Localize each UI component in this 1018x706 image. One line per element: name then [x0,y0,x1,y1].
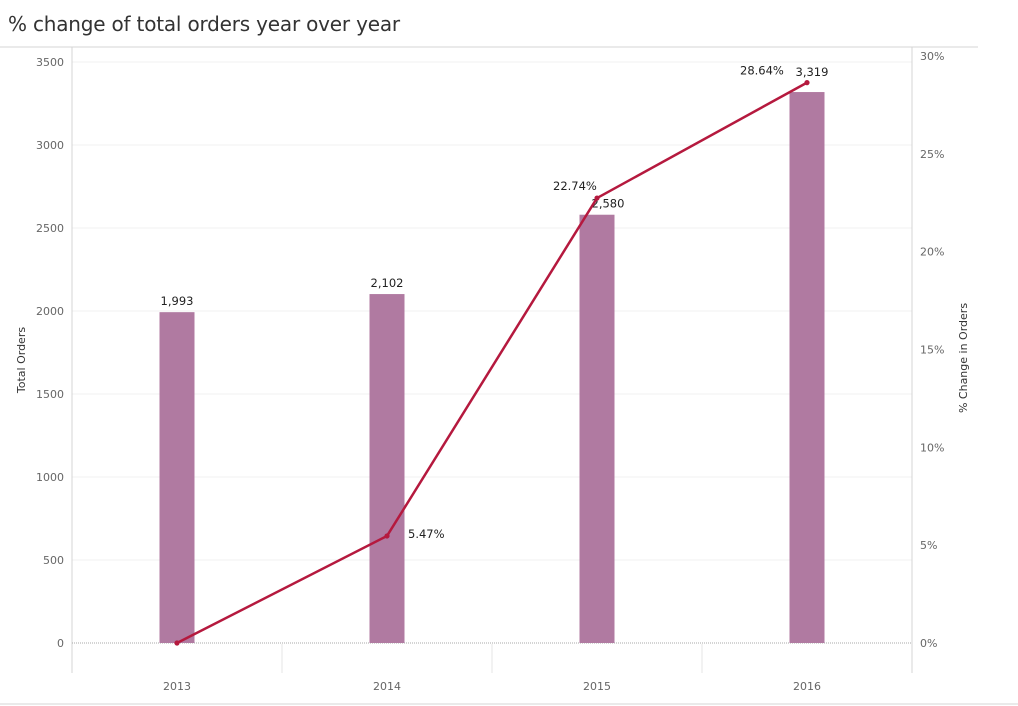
x-tick-label-2016: 2016 [793,680,821,693]
left-axis-ticks: 0 500 1000 1500 2000 2500 3000 3500 [36,56,64,650]
right-tick-label-1: 5% [920,539,937,552]
x-tick-label-2014: 2014 [373,680,401,693]
gridlines [72,61,912,673]
left-tick-label-7: 3500 [36,56,64,69]
left-tick-label-1: 500 [43,554,64,567]
line-point-2016 [804,80,810,86]
line-point-2015 [594,195,600,201]
plot-frame [0,46,1018,705]
right-tick-label-5: 25% [920,148,944,161]
line-point-2013 [174,640,180,646]
chart-title: % change of total orders year over year [8,12,400,36]
left-tick-label-2: 1000 [36,471,64,484]
right-axis-ticks: 0% 5% 10% 15% 20% 25% 30% [920,50,944,650]
right-tick-label-2: 10% [920,441,944,454]
line-point-2014 [384,533,390,539]
left-axis-title: Total Orders [15,327,28,394]
bar-2013 [159,312,195,643]
bar-label-2015: 2,580 [592,197,625,211]
bar-2015 [579,214,615,643]
right-tick-label-0: 0% [920,637,937,650]
right-axis-title: % Change in Orders [957,303,970,413]
x-tick-label-2015: 2015 [583,680,611,693]
bar-2016 [789,92,825,643]
right-tick-label-4: 20% [920,246,944,259]
left-tick-label-5: 2500 [36,222,64,235]
bar-series [159,92,825,643]
line-label-2015: 22.74% [553,179,597,193]
line-series [174,80,810,646]
left-tick-label-4: 2000 [36,305,64,318]
bar-label-2016: 3,319 [796,65,829,79]
bar-labels: 1,993 2,102 2,580 3,319 [161,65,829,308]
left-tick-label-3: 1500 [36,388,64,401]
line-label-2014: 5.47% [408,527,445,541]
x-axis-ticks: 2013 2014 2015 2016 [163,680,821,693]
line-labels: 5.47% 22.74% 28.64% [408,64,784,541]
left-tick-label-0: 0 [57,637,64,650]
bar-2014 [369,294,405,643]
right-tick-label-6: 30% [920,50,944,63]
right-tick-label-3: 15% [920,344,944,357]
line-path [176,81,808,645]
left-tick-label-6: 3000 [36,139,64,152]
line-label-2016: 28.64% [740,64,784,78]
bar-label-2014: 2,102 [371,276,404,290]
x-tick-label-2013: 2013 [163,680,191,693]
bar-label-2013: 1,993 [161,294,194,308]
